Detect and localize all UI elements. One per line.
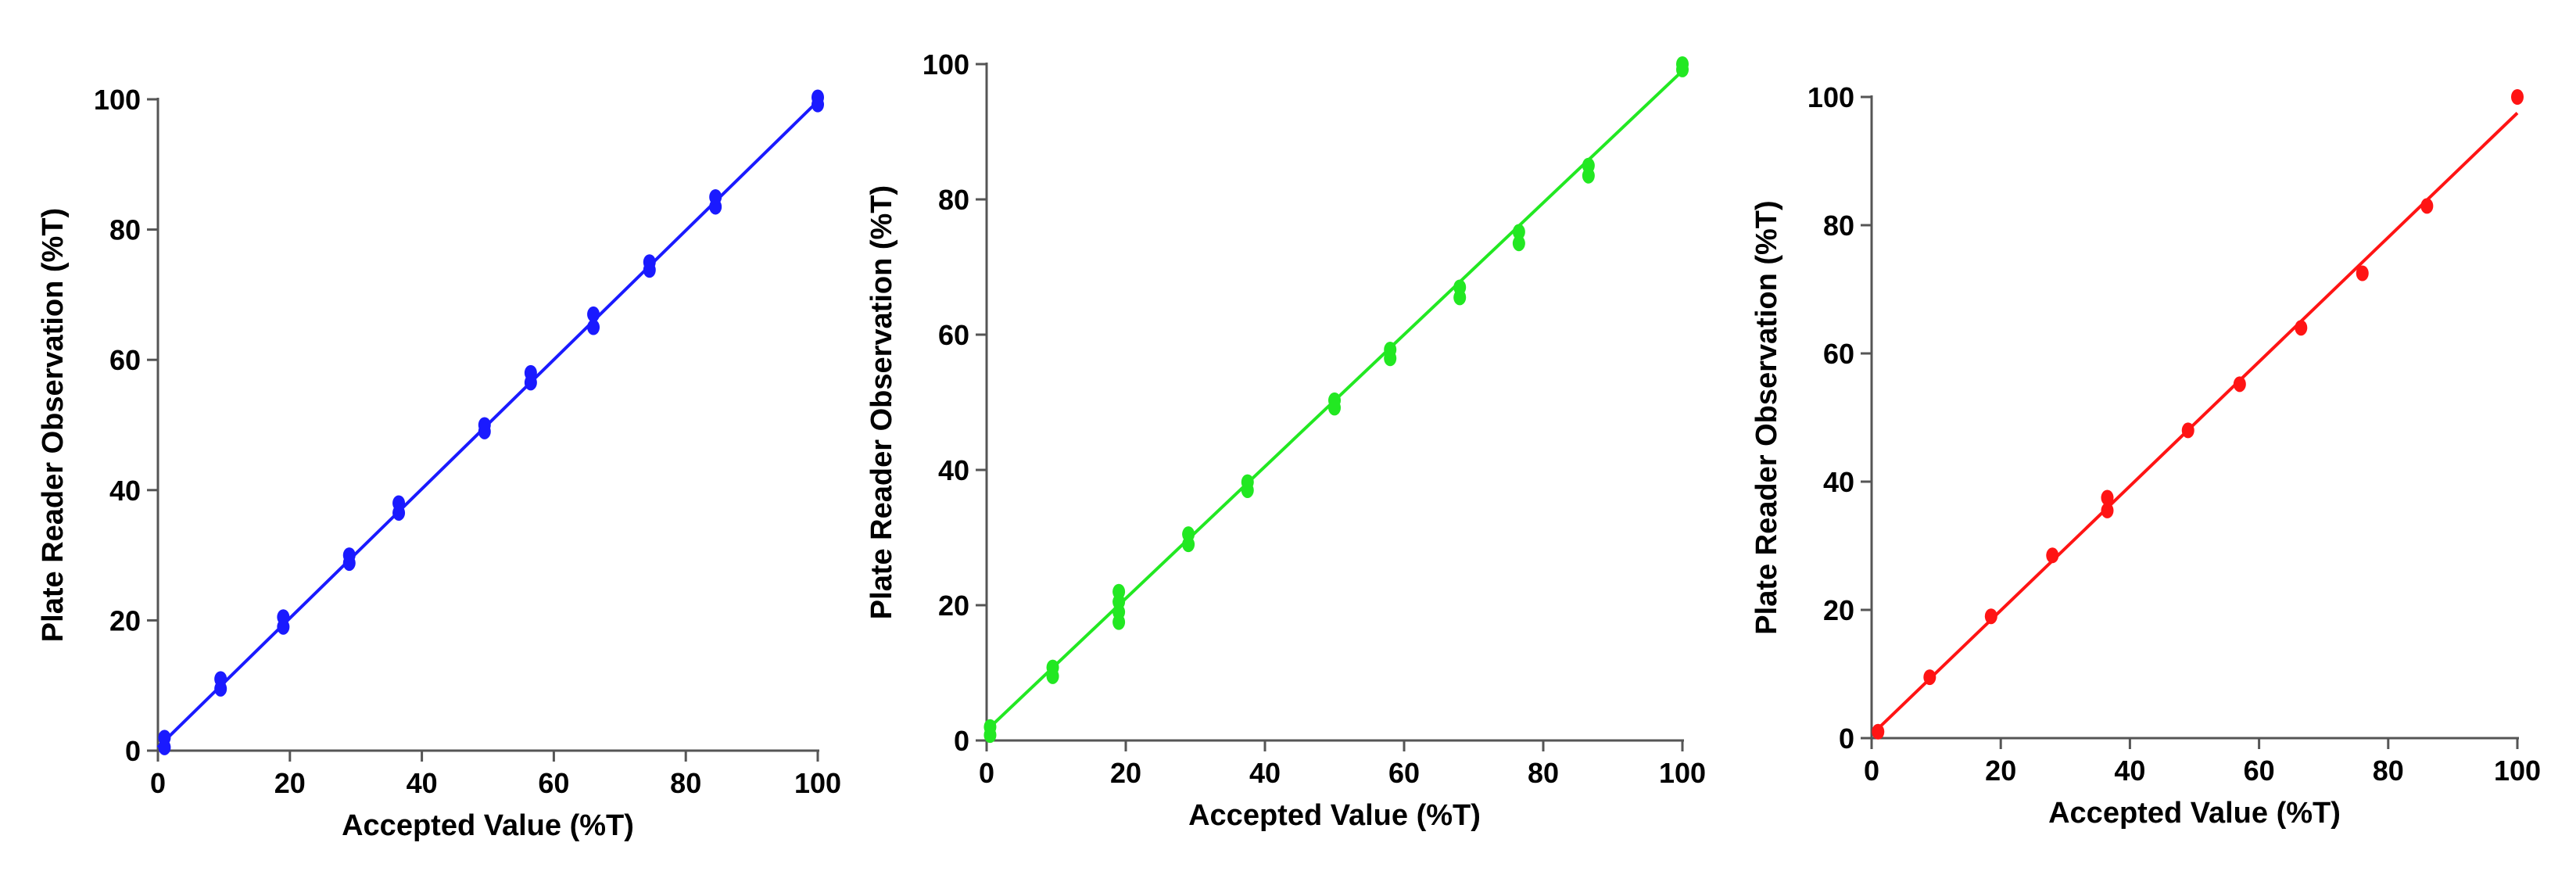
data-point: [1984, 608, 1997, 625]
data-point: [1182, 526, 1195, 543]
x-tick-label: 80: [2373, 755, 2404, 787]
y-tick-label: 60: [1823, 338, 1854, 370]
y-tick-label: 100: [1807, 81, 1854, 113]
x-tick-label: 0: [979, 757, 994, 789]
data-point: [1512, 224, 1525, 240]
data-point: [811, 89, 824, 106]
data-point: [2295, 320, 2308, 336]
x-tick-label: 80: [1528, 757, 1559, 789]
data-point: [1328, 392, 1341, 408]
x-axis-label: Accepted Value (%T): [1188, 799, 1481, 832]
chart-panel-1: 0 20 40 60 80 100 0 20 40 60 80 100 Accepted Value (…: [37, 84, 841, 842]
x-tick-label: 40: [1249, 757, 1281, 789]
y-tick-label: 40: [938, 454, 969, 486]
chart-panel-3: 0 20 40 60 80 100 0 20 40 60 80 100 Accepted Value (…: [1750, 81, 2541, 830]
y-axis-label: Plate Reader Observation (%T): [37, 208, 70, 642]
y-tick-label: 0: [125, 735, 141, 767]
y-tick-label: 80: [109, 214, 141, 246]
data-point: [1112, 583, 1126, 600]
data-point: [1241, 474, 1254, 490]
data-point: [587, 306, 600, 322]
x-tick-label: 40: [407, 767, 438, 799]
y-tick-label: 100: [94, 84, 141, 116]
data-point: [277, 609, 290, 626]
y-tick-label: 20: [1823, 594, 1854, 626]
data-point: [2420, 198, 2434, 214]
data-point: [1512, 235, 1525, 252]
data-point: [2101, 502, 2114, 518]
data-point: [2046, 547, 2059, 564]
y-tick-label: 80: [1823, 210, 1854, 242]
y-tick-label: 100: [923, 48, 969, 81]
data-point: [1582, 157, 1595, 174]
y-tick-label: 0: [954, 725, 969, 757]
data-point: [2511, 89, 2524, 105]
x-tick-label: 0: [150, 767, 166, 799]
y-axis-label: Plate Reader Observation (%T): [865, 185, 898, 619]
data-point: [983, 719, 997, 735]
x-tick-label: 100: [794, 767, 841, 799]
data-point: [709, 188, 722, 205]
x-tick-label: 80: [670, 767, 701, 799]
x-tick-label: 100: [1659, 757, 1706, 789]
y-axis-label: Plate Reader Observation (%T): [1750, 200, 1783, 634]
data-point: [2356, 265, 2369, 281]
y-tick-label: 60: [938, 319, 969, 351]
y-tick-label: 40: [1823, 466, 1854, 498]
x-tick-label: 40: [2114, 755, 2145, 787]
data-point: [2181, 422, 2194, 439]
y-tick-label: 20: [109, 604, 141, 636]
data-point: [643, 254, 656, 271]
data-point: [2101, 489, 2114, 506]
data-point: [342, 547, 356, 564]
data-point: [1923, 669, 1936, 686]
y-tick-label: 20: [938, 590, 969, 622]
x-tick-label: 60: [1388, 757, 1420, 789]
x-tick-label: 60: [538, 767, 569, 799]
chart-panel-2: 0 20 40 60 80 100 0 20 40 60 80 100 Accepted Value (…: [865, 48, 1706, 832]
data-point: [1046, 659, 1059, 676]
data-point: [2233, 376, 2246, 393]
x-tick-label: 20: [1110, 757, 1141, 789]
data-point: [158, 730, 171, 746]
data-point: [1872, 723, 1885, 740]
x-axis-label: Accepted Value (%T): [342, 809, 634, 842]
x-tick-label: 0: [1864, 755, 1879, 787]
x-axis-label: Accepted Value (%T): [2048, 797, 2341, 830]
data-point: [1676, 56, 1689, 72]
data-point: [587, 319, 600, 335]
data-point: [392, 495, 406, 511]
data-point: [524, 364, 537, 381]
fit-line: [1873, 112, 2519, 733]
x-tick-label: 60: [2244, 755, 2275, 787]
data-point: [214, 671, 228, 687]
x-tick-label: 20: [274, 767, 306, 799]
data-point: [478, 417, 491, 433]
data-point: [1384, 342, 1397, 358]
data-point: [1453, 279, 1467, 296]
y-tick-label: 0: [1839, 722, 1854, 755]
x-tick-label: 20: [1985, 755, 2016, 787]
x-tick-label: 100: [2494, 755, 2541, 787]
y-tick-label: 60: [109, 344, 141, 376]
y-tick-label: 80: [938, 184, 969, 216]
y-tick-label: 40: [109, 475, 141, 507]
